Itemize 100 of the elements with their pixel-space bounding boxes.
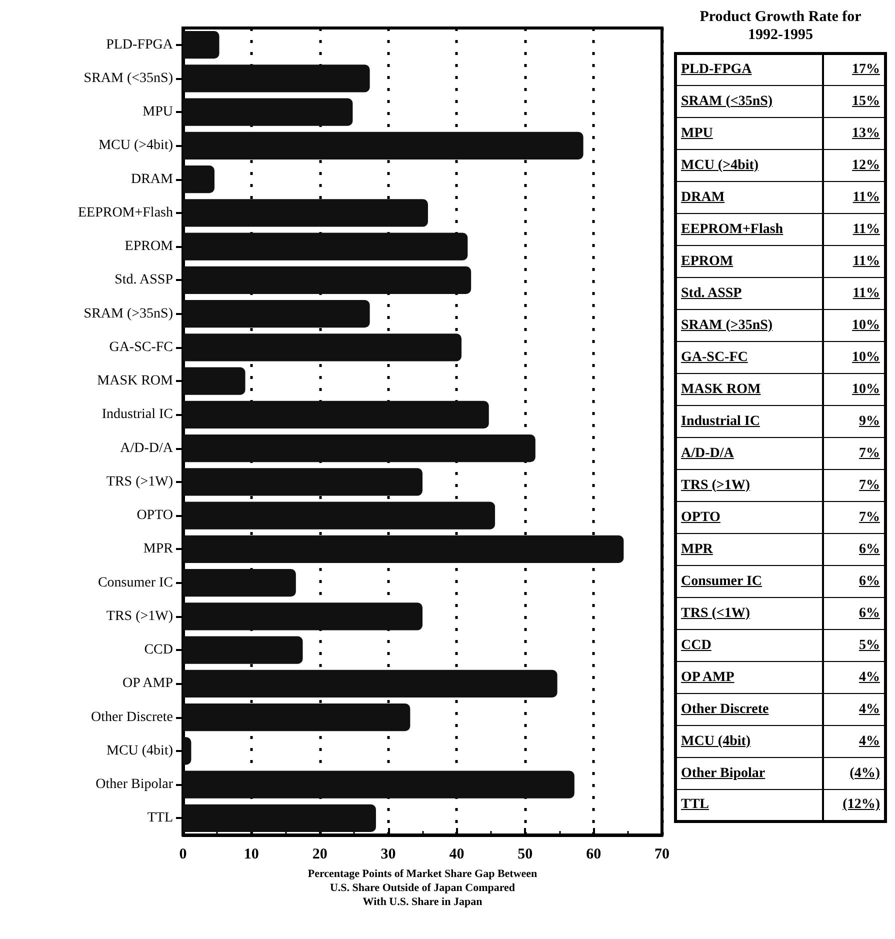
y-tick-label: MCU (>4bit) xyxy=(98,138,174,154)
y-tick-label: TTL xyxy=(147,810,173,826)
x-axis-title: Percentage Points of Market Share Gap Between U.S. Share Outside of Japan Compared With U.S. Share in Japan xyxy=(308,868,538,908)
y-tick-label: A/D-D/A xyxy=(120,440,174,456)
category-label: Std. ASSP xyxy=(676,278,823,310)
text: 7% xyxy=(859,446,880,460)
x-tick-label: 50 xyxy=(518,846,533,862)
text: 13% xyxy=(852,126,880,140)
bar xyxy=(183,31,220,59)
text: 11% xyxy=(852,222,880,236)
y-tick-label: Other Discrete xyxy=(90,710,173,725)
text: 11% xyxy=(852,190,880,204)
text: 4% xyxy=(859,702,880,716)
text: 11% xyxy=(852,254,880,268)
category-label: MPU xyxy=(676,118,823,150)
x-tick-label: 40 xyxy=(449,846,464,862)
bar xyxy=(183,64,370,92)
category-label: SRAM (<35nS) xyxy=(676,86,823,118)
bar xyxy=(183,266,472,294)
text: 10% xyxy=(852,382,880,396)
x-tick-label: 70 xyxy=(654,846,670,862)
bar xyxy=(183,704,410,732)
category-label: Other Discrete xyxy=(676,694,823,726)
text: 4% xyxy=(859,670,880,684)
text: 15% xyxy=(852,94,880,108)
y-tick-label: GA-SC-FC xyxy=(109,340,173,355)
y-tick-label: MPR xyxy=(143,542,174,557)
category-label: GA-SC-FC xyxy=(676,342,823,374)
text: 6% xyxy=(859,542,880,556)
category-label: OP AMP xyxy=(676,662,823,694)
bar xyxy=(183,535,624,563)
bar xyxy=(183,636,303,664)
text: 9% xyxy=(859,414,880,428)
text: 7% xyxy=(859,478,880,492)
bar xyxy=(183,434,536,462)
category-label: EPROM xyxy=(676,246,823,278)
text: 6% xyxy=(859,574,880,588)
y-tick-label: MPU xyxy=(142,104,173,120)
text: 5% xyxy=(859,638,880,652)
bar xyxy=(183,804,376,832)
y-tick-label: Std. ASSP xyxy=(114,272,174,288)
y-tick-label: OP AMP xyxy=(122,676,174,692)
y-tick-label: SRAM (<35nS) xyxy=(84,70,174,86)
category-label: Consumer IC xyxy=(676,566,823,598)
text: 10% xyxy=(852,350,880,364)
bar xyxy=(183,569,296,597)
category-label: Industrial IC xyxy=(676,406,823,438)
y-tick-label: MCU (4bit) xyxy=(106,743,174,758)
bar xyxy=(183,770,574,798)
text: (4%) xyxy=(850,766,880,780)
text: Product Growth Rate for 1992-1995 xyxy=(698,8,862,44)
bar xyxy=(183,602,422,630)
y-tick-label: CCD xyxy=(144,642,173,658)
y-tick-label: SRAM (>35nS) xyxy=(84,306,174,322)
bar xyxy=(183,334,462,362)
category-label: OPTO xyxy=(676,502,823,534)
bar xyxy=(183,400,489,428)
text: 17% xyxy=(852,62,880,77)
x-tick-label: 20 xyxy=(312,846,328,862)
category-label: MASK ROM xyxy=(676,374,823,406)
category-label: EEPROM+Flash xyxy=(676,214,823,246)
category-label: DRAM xyxy=(676,182,823,214)
x-tick-label: 0 xyxy=(179,846,187,862)
text: 4% xyxy=(859,734,880,748)
text: 7% xyxy=(859,510,880,524)
category-label: Other Bipolar xyxy=(676,758,823,790)
text: 10% xyxy=(852,318,880,332)
text: 12% xyxy=(852,158,880,172)
y-tick-label: Other Bipolar xyxy=(96,777,174,792)
y-tick-label: MASK ROM xyxy=(97,374,174,389)
category-label: TRS (>1W) xyxy=(676,470,823,502)
category-label: SRAM (>35nS) xyxy=(676,310,823,342)
bar xyxy=(183,737,192,765)
y-tick-label: TRS (>1W) xyxy=(106,474,174,490)
y-tick-label: OPTO xyxy=(136,508,173,524)
x-tick-label: 10 xyxy=(244,846,259,862)
text: (12%) xyxy=(842,797,880,812)
category-label: MPR xyxy=(676,534,823,566)
x-tick-label: 30 xyxy=(380,846,396,862)
y-tick-label: DRAM xyxy=(130,172,174,187)
bar xyxy=(183,232,468,260)
category-label: TRS (<1W) xyxy=(676,598,823,630)
y-tick-label: Consumer IC xyxy=(98,575,173,590)
y-tick-label: PLD-FPGA xyxy=(106,37,174,52)
y-tick-label: EEPROM+Flash xyxy=(78,205,173,220)
text: 6% xyxy=(859,606,880,620)
text: 11% xyxy=(852,286,880,300)
category-label: A/D-D/A xyxy=(676,438,823,470)
bar xyxy=(183,98,353,126)
y-tick-label: Industrial IC xyxy=(102,407,173,422)
bar xyxy=(183,502,496,530)
bar xyxy=(183,300,370,328)
bar xyxy=(183,199,428,227)
x-tick-label: 60 xyxy=(586,846,602,862)
category-label: CCD xyxy=(676,630,823,662)
bar xyxy=(183,132,584,160)
bar xyxy=(183,670,558,698)
y-tick-label: EPROM xyxy=(124,239,174,254)
category-label: TTL xyxy=(676,790,823,822)
bar xyxy=(183,367,246,395)
